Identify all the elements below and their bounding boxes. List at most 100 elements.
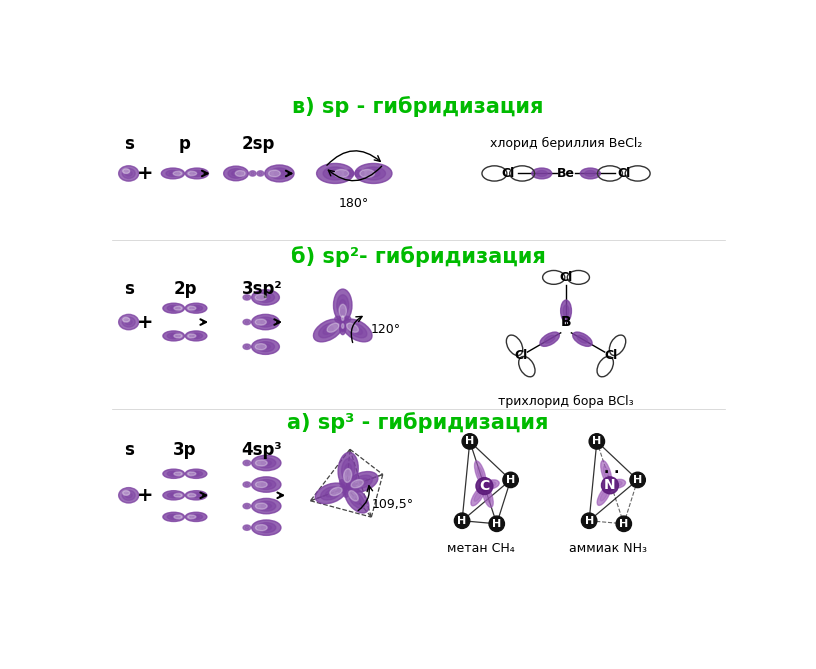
Ellipse shape [185, 469, 207, 478]
Text: p: p [179, 135, 191, 153]
Ellipse shape [122, 490, 130, 495]
Ellipse shape [255, 294, 266, 300]
Ellipse shape [485, 480, 499, 489]
Ellipse shape [256, 317, 274, 327]
Ellipse shape [323, 167, 347, 180]
Ellipse shape [337, 318, 341, 321]
Ellipse shape [243, 319, 251, 324]
Ellipse shape [603, 466, 610, 480]
Ellipse shape [255, 482, 267, 488]
Ellipse shape [485, 491, 491, 502]
Ellipse shape [193, 306, 199, 310]
Text: 180°: 180° [339, 197, 370, 209]
Ellipse shape [118, 166, 139, 181]
Ellipse shape [355, 163, 392, 183]
Ellipse shape [357, 478, 368, 486]
Ellipse shape [249, 171, 256, 176]
Ellipse shape [245, 504, 249, 508]
Ellipse shape [349, 484, 353, 488]
Text: N: N [604, 478, 616, 492]
Ellipse shape [616, 516, 632, 531]
Text: · ·: · · [604, 466, 619, 480]
Ellipse shape [327, 323, 339, 332]
Ellipse shape [260, 319, 270, 324]
Text: H: H [633, 475, 642, 485]
Ellipse shape [475, 461, 486, 486]
Ellipse shape [342, 316, 344, 320]
Ellipse shape [341, 324, 344, 329]
Ellipse shape [270, 168, 289, 179]
Ellipse shape [339, 488, 344, 491]
Ellipse shape [125, 319, 132, 324]
Text: +: + [137, 312, 154, 332]
Ellipse shape [235, 171, 245, 177]
Ellipse shape [189, 333, 202, 339]
Ellipse shape [323, 326, 334, 334]
Ellipse shape [125, 492, 132, 498]
Ellipse shape [163, 512, 184, 522]
Text: трихлорид бора BCl₃: трихлорид бора BCl₃ [499, 395, 634, 408]
Text: H: H [584, 516, 594, 526]
Ellipse shape [167, 333, 180, 339]
Ellipse shape [344, 170, 354, 177]
Ellipse shape [339, 322, 346, 331]
Ellipse shape [167, 514, 180, 520]
Ellipse shape [601, 461, 612, 485]
Ellipse shape [544, 335, 555, 343]
Ellipse shape [251, 172, 255, 175]
Text: s: s [124, 135, 134, 153]
Ellipse shape [251, 520, 281, 535]
Ellipse shape [163, 331, 184, 341]
Text: Cl: Cl [514, 349, 527, 363]
Ellipse shape [255, 524, 267, 531]
Ellipse shape [335, 316, 343, 323]
Ellipse shape [243, 482, 251, 487]
Text: s: s [124, 280, 134, 298]
Ellipse shape [483, 486, 493, 507]
Ellipse shape [488, 482, 496, 487]
Ellipse shape [582, 513, 596, 529]
Ellipse shape [257, 171, 264, 176]
Ellipse shape [118, 314, 139, 330]
Ellipse shape [337, 486, 346, 492]
Ellipse shape [347, 472, 378, 492]
Ellipse shape [342, 314, 344, 318]
Ellipse shape [347, 323, 358, 332]
Ellipse shape [163, 303, 184, 313]
Ellipse shape [261, 503, 272, 509]
Ellipse shape [171, 516, 177, 518]
Ellipse shape [477, 466, 483, 480]
Ellipse shape [338, 452, 358, 487]
Ellipse shape [251, 498, 281, 514]
Text: а) sp³ - гибридизация: а) sp³ - гибридизация [287, 411, 549, 433]
Ellipse shape [345, 318, 348, 321]
Ellipse shape [193, 172, 201, 175]
Text: +: + [137, 164, 154, 183]
Ellipse shape [261, 525, 272, 531]
Ellipse shape [185, 490, 207, 500]
Ellipse shape [339, 322, 346, 334]
Ellipse shape [185, 303, 207, 313]
Ellipse shape [479, 481, 490, 491]
Ellipse shape [174, 515, 182, 518]
Ellipse shape [580, 168, 601, 179]
Ellipse shape [185, 331, 207, 341]
Ellipse shape [224, 166, 248, 181]
Ellipse shape [170, 172, 176, 175]
Ellipse shape [471, 486, 486, 506]
Ellipse shape [173, 171, 182, 175]
Ellipse shape [357, 172, 361, 175]
Text: H: H [619, 518, 628, 529]
Ellipse shape [245, 345, 249, 348]
Ellipse shape [343, 316, 351, 323]
Ellipse shape [185, 512, 207, 522]
Text: Cl: Cl [560, 271, 573, 284]
Text: 120°: 120° [370, 323, 401, 337]
Ellipse shape [334, 289, 352, 321]
Ellipse shape [353, 475, 372, 488]
Ellipse shape [605, 480, 615, 490]
Ellipse shape [339, 300, 346, 311]
Ellipse shape [256, 292, 274, 302]
Ellipse shape [344, 490, 348, 495]
Text: C: C [479, 479, 490, 493]
